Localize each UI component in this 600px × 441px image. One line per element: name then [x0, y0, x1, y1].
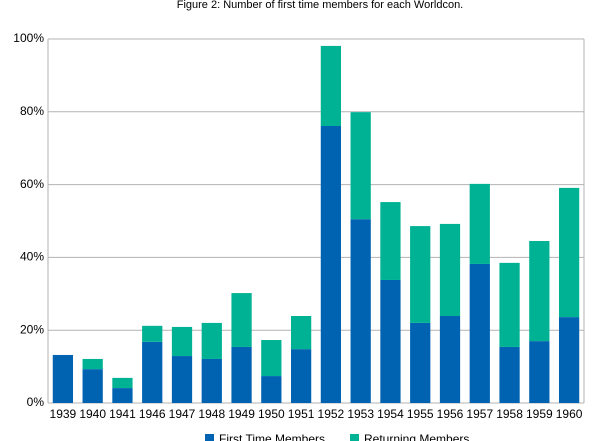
bar-segment [320, 125, 342, 403]
bar-segment [469, 263, 490, 403]
bar-segment [142, 341, 163, 403]
x-tick-label: 1952 [318, 407, 345, 421]
y-tick-label: 60% [20, 177, 44, 191]
bar-segment [350, 112, 371, 220]
y-tick-label: 40% [20, 250, 44, 264]
bar-segment [529, 241, 550, 342]
x-tick-label: 1958 [496, 407, 523, 421]
chart-title: Figure 2: Number of first time members f… [177, 0, 464, 11]
bar-segment [261, 340, 282, 377]
bar-segment [82, 369, 103, 403]
bar-segment [469, 183, 490, 264]
y-tick-label: 0% [27, 395, 45, 409]
bar-segment [290, 349, 312, 403]
bar-segment [499, 262, 520, 347]
bar-segment [261, 376, 282, 403]
bar-segment [320, 45, 342, 126]
legend-label: First Time Members [219, 432, 325, 441]
y-tick-label: 100% [13, 31, 44, 45]
bar-segment [201, 322, 222, 359]
bar-segment [558, 317, 580, 403]
bar-segment [201, 358, 222, 403]
bar-segment [171, 326, 193, 357]
y-tick-label: 80% [20, 104, 44, 118]
bar-segment [231, 293, 252, 347]
x-tick-label: 1960 [556, 407, 583, 421]
bar-segment [439, 316, 461, 403]
legend-label: Returning Members [364, 432, 469, 441]
bar-segment [112, 377, 133, 389]
x-tick-label: 1954 [377, 407, 404, 421]
bar-segment [439, 223, 461, 317]
bar-segment [290, 316, 312, 350]
x-tick-label: 1940 [79, 407, 106, 421]
x-tick-label: 1957 [466, 407, 493, 421]
x-tick-label: 1951 [288, 407, 315, 421]
x-tick-label: 1953 [347, 407, 374, 421]
bar-segment [82, 358, 103, 370]
bar-segment [52, 354, 74, 403]
bar-segment [380, 202, 401, 280]
x-tick-label: 1949 [228, 407, 255, 421]
bar-segment [410, 322, 431, 403]
x-tick-label: 1948 [198, 407, 225, 421]
bar-segment [410, 226, 431, 323]
bar-segment [499, 346, 520, 403]
x-tick-label: 1950 [258, 407, 285, 421]
x-tick-label: 1947 [169, 407, 196, 421]
x-tick-label: 1946 [139, 407, 166, 421]
bar-segment [171, 356, 193, 403]
bar-segment [558, 187, 580, 318]
bar-segment [231, 346, 252, 403]
x-tick-label: 1941 [109, 407, 136, 421]
x-tick-label: 1956 [437, 407, 464, 421]
bar-segment [142, 325, 163, 342]
y-tick-label: 20% [20, 322, 44, 336]
x-tick-label: 1939 [50, 407, 77, 421]
bar-segment [112, 388, 133, 403]
x-tick-label: 1959 [526, 407, 553, 421]
bar-segment [350, 219, 371, 403]
bar-segment [380, 279, 401, 403]
legend-swatch [205, 434, 214, 441]
legend-swatch [350, 434, 359, 441]
x-tick-label: 1955 [407, 407, 434, 421]
bar-segment [529, 341, 550, 403]
